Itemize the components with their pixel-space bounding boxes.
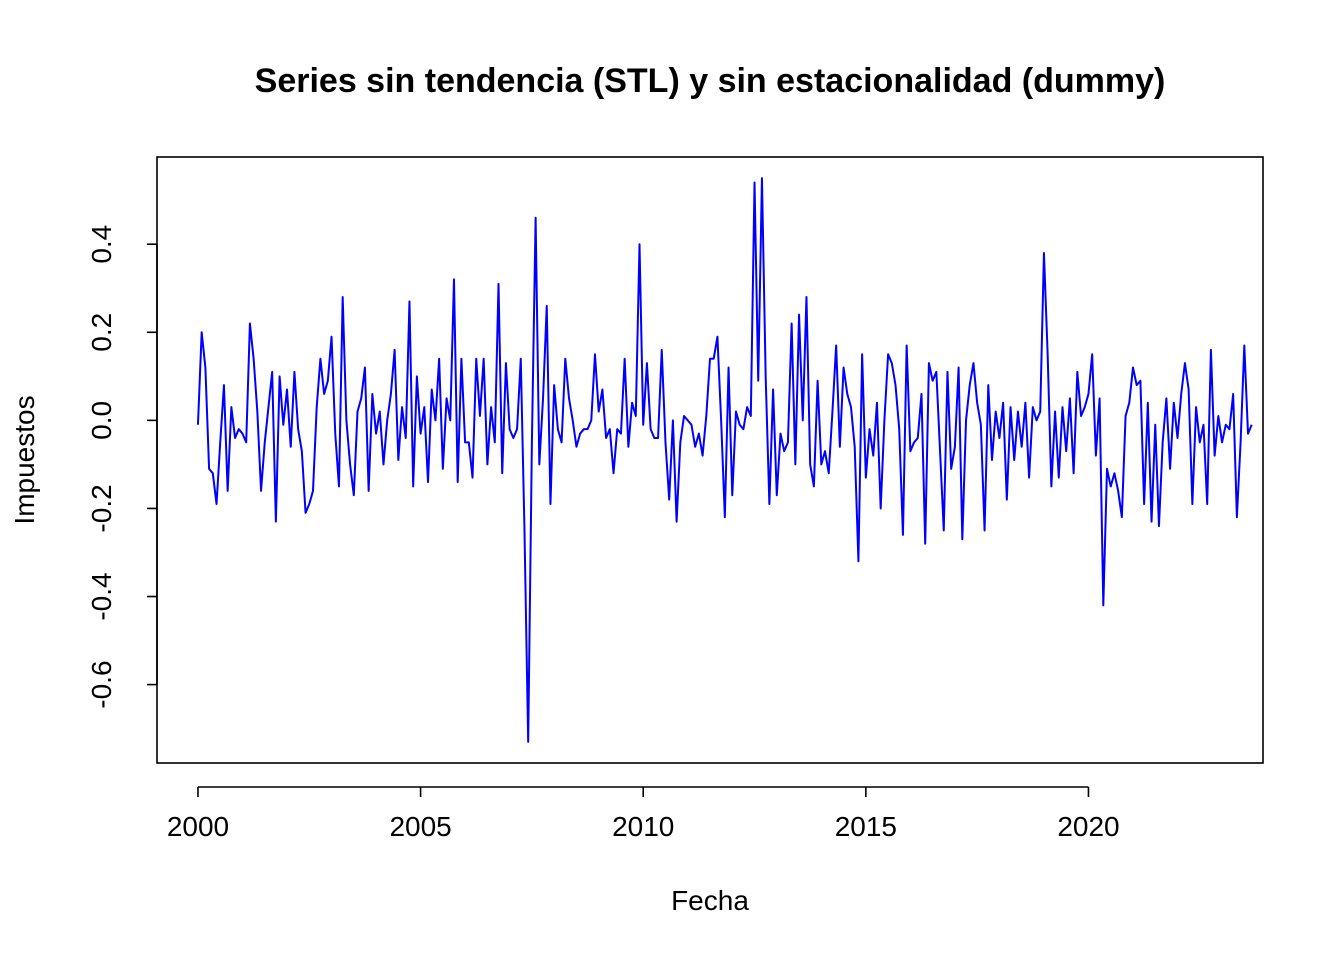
x-axis-label: Fecha — [671, 885, 749, 916]
y-axis: -0.6 -0.4 -0.2 0.0 0.2 0.4 — [86, 225, 158, 709]
y-tick-label: 0.4 — [86, 225, 117, 264]
plot-frame — [156, 156, 1264, 764]
y-tick-label: -0.2 — [86, 484, 117, 532]
y-axis-label: Impuestos — [9, 395, 40, 524]
x-tick-label: 2020 — [1057, 811, 1119, 842]
x-tick-label: 2010 — [612, 811, 674, 842]
series-line-0 — [196, 177, 1253, 743]
y-tick-label: -0.6 — [86, 660, 117, 708]
x-tick-label: 2005 — [389, 811, 451, 842]
series-layer — [196, 177, 1253, 743]
y-tick-label: 0.0 — [86, 401, 117, 440]
chart-title: Series sin tendencia (STL) y sin estacio… — [255, 62, 1166, 100]
x-axis: 2000 2005 2010 2015 2020 — [167, 786, 1120, 842]
y-tick-label: -0.4 — [86, 572, 117, 620]
x-tick-label: 2000 — [167, 811, 229, 842]
y-tick-label: 0.2 — [86, 313, 117, 352]
x-tick-label: 2015 — [835, 811, 897, 842]
